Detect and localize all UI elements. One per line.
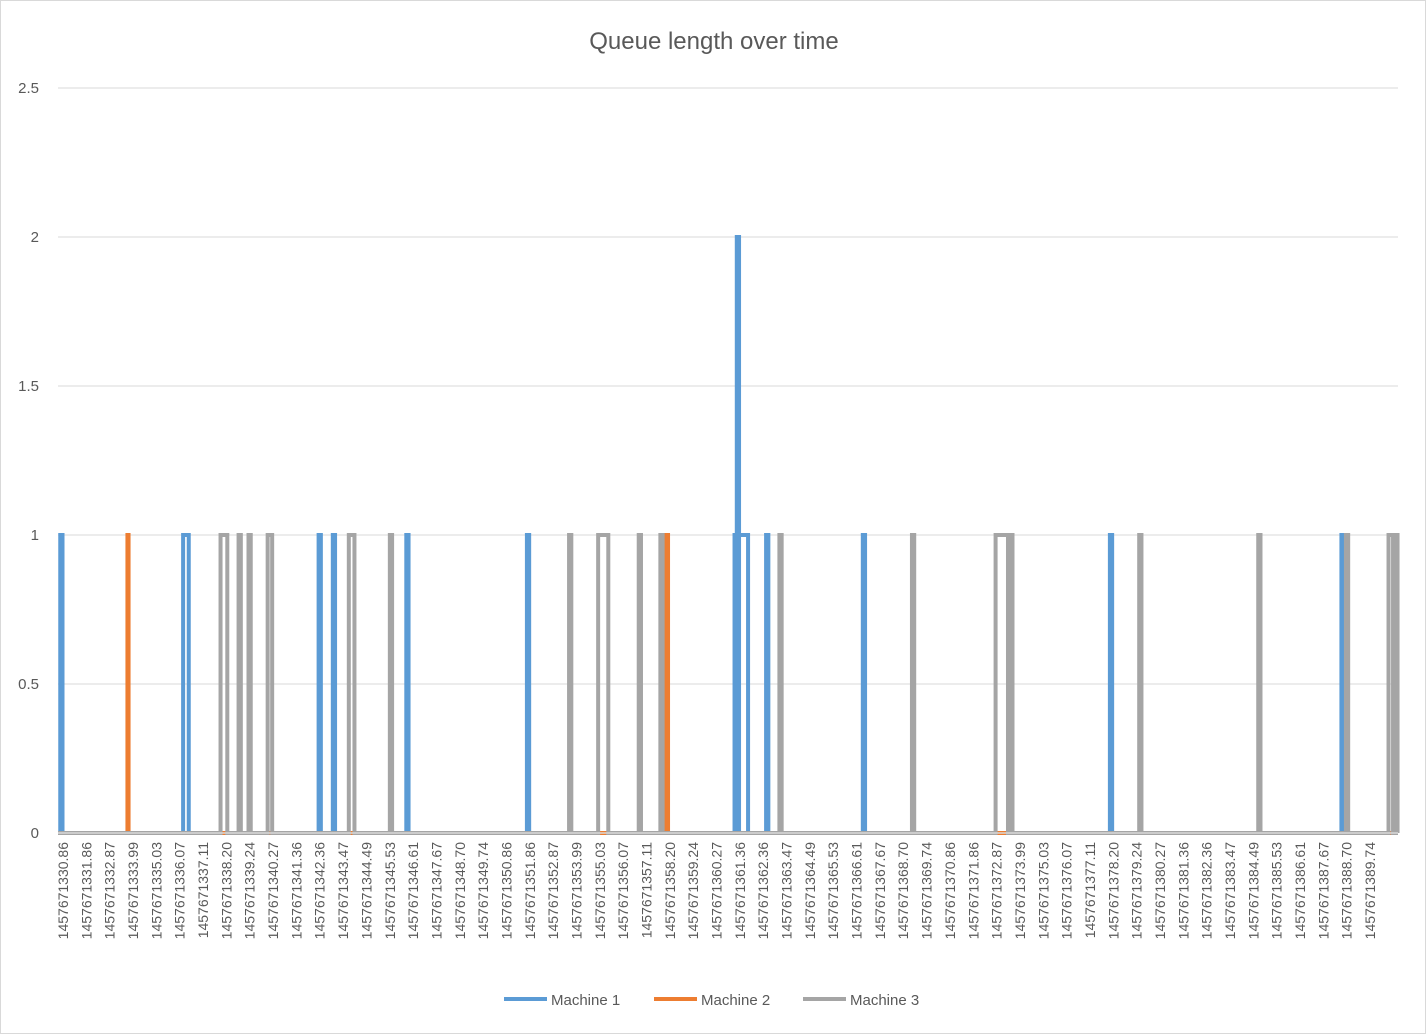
x-tick-label: 1457671360.27 bbox=[709, 842, 725, 940]
gridlines bbox=[58, 87, 1398, 685]
y-tick-label: 1 bbox=[31, 527, 39, 544]
x-tick-label: 1457671345.53 bbox=[382, 842, 398, 940]
x-tick-label: 1457671336.07 bbox=[172, 842, 188, 940]
x-tick-label: 1457671389.74 bbox=[1362, 842, 1378, 940]
y-tick-label: 1.5 bbox=[18, 378, 39, 395]
x-tick-label: 1457671335.03 bbox=[148, 842, 164, 940]
x-tick-label: 1457671351.86 bbox=[522, 842, 538, 940]
y-tick-label: 0.5 bbox=[18, 676, 39, 693]
legend-item-machine-1[interactable]: Machine 1 bbox=[504, 992, 620, 1009]
x-tick-label: 1457671359.24 bbox=[685, 842, 701, 940]
x-tick-label: 1457671378.20 bbox=[1105, 842, 1121, 940]
x-tick-label: 1457671352.87 bbox=[545, 842, 561, 940]
x-tick-label: 1457671371.86 bbox=[965, 842, 981, 940]
x-tick-label: 1457671376.07 bbox=[1059, 842, 1075, 940]
x-tick-label: 1457671377.11 bbox=[1082, 842, 1098, 938]
x-tick-label: 1457671364.49 bbox=[802, 842, 818, 940]
y-tick-label: 0 bbox=[31, 825, 39, 842]
x-tick-label: 1457671380.27 bbox=[1152, 842, 1168, 940]
x-tick-label: 1457671388.70 bbox=[1339, 842, 1355, 940]
x-tick-label: 1457671361.36 bbox=[732, 842, 748, 940]
x-tick-label: 1457671363.47 bbox=[779, 842, 795, 940]
x-tick-label: 1457671337.11 bbox=[195, 842, 211, 938]
legend-item-machine-3[interactable]: Machine 3 bbox=[803, 992, 919, 1009]
x-tick-label: 1457671348.70 bbox=[452, 842, 468, 940]
x-tick-label: 1457671384.49 bbox=[1245, 842, 1261, 940]
x-tick-label: 1457671356.07 bbox=[615, 842, 631, 940]
legend-label-machine-3: Machine 3 bbox=[850, 992, 919, 1009]
x-tick-label: 1457671373.99 bbox=[1012, 842, 1028, 940]
x-tick-label: 1457671368.70 bbox=[895, 842, 911, 940]
legend: Machine 1 Machine 2 Machine 3 bbox=[504, 992, 919, 1009]
x-tick-label: 1457671370.86 bbox=[942, 842, 958, 940]
x-tick-label: 1457671369.74 bbox=[919, 842, 935, 940]
x-tick-label: 1457671381.36 bbox=[1175, 842, 1191, 940]
legend-label-machine-2: Machine 2 bbox=[701, 992, 770, 1009]
x-tick-label: 1457671387.67 bbox=[1315, 842, 1331, 940]
y-axis-tick-labels: 0 0.5 1 1.5 2 2.5 bbox=[18, 80, 39, 842]
legend-label-machine-1: Machine 1 bbox=[551, 992, 620, 1009]
x-tick-label: 1457671365.53 bbox=[825, 842, 841, 940]
x-tick-label: 1457671357.11 bbox=[639, 842, 655, 938]
x-tick-label: 1457671331.86 bbox=[78, 842, 94, 940]
x-tick-label: 1457671375.03 bbox=[1035, 842, 1051, 940]
x-tick-label: 1457671344.49 bbox=[358, 842, 374, 940]
x-tick-label: 1457671382.36 bbox=[1199, 842, 1215, 940]
x-tick-label: 1457671367.67 bbox=[872, 842, 888, 940]
x-tick-label: 1457671349.74 bbox=[475, 842, 491, 940]
legend-item-machine-2[interactable]: Machine 2 bbox=[654, 992, 770, 1009]
x-tick-label: 1457671339.24 bbox=[242, 842, 258, 940]
y-tick-label: 2.5 bbox=[18, 80, 39, 97]
x-tick-label: 1457671366.61 bbox=[849, 842, 865, 940]
x-tick-label: 1457671343.47 bbox=[335, 842, 351, 940]
x-tick-label: 1457671340.27 bbox=[265, 842, 281, 940]
x-tick-label: 1457671353.99 bbox=[568, 842, 584, 940]
y-tick-label: 2 bbox=[31, 229, 39, 246]
x-tick-label: 1457671341.36 bbox=[288, 842, 304, 940]
x-tick-label: 1457671332.87 bbox=[102, 842, 118, 940]
x-axis-tick-labels: 1457671330.86 1457671331.86 1457671332.87 1… bbox=[55, 842, 1378, 940]
x-tick-label: 1457671346.61 bbox=[405, 842, 421, 940]
x-tick-label: 1457671347.67 bbox=[428, 842, 444, 940]
x-tick-label: 1457671355.03 bbox=[592, 842, 608, 940]
x-tick-label: 1457671342.36 bbox=[312, 842, 328, 940]
x-tick-label: 1457671338.20 bbox=[218, 842, 234, 940]
x-tick-label: 1457671358.20 bbox=[662, 842, 678, 940]
x-tick-label: 1457671362.36 bbox=[755, 842, 771, 940]
x-tick-label: 1457671386.61 bbox=[1292, 842, 1308, 940]
x-tick-label: 1457671350.86 bbox=[498, 842, 514, 940]
chart-title: Queue length over time bbox=[589, 28, 838, 55]
x-tick-label: 1457671385.53 bbox=[1269, 842, 1285, 940]
x-tick-label: 1457671330.86 bbox=[55, 842, 71, 940]
x-tick-label: 1457671383.47 bbox=[1222, 842, 1238, 940]
x-tick-label: 1457671379.24 bbox=[1129, 842, 1145, 940]
x-tick-label: 1457671333.99 bbox=[125, 842, 141, 940]
x-tick-label: 1457671372.87 bbox=[989, 842, 1005, 940]
